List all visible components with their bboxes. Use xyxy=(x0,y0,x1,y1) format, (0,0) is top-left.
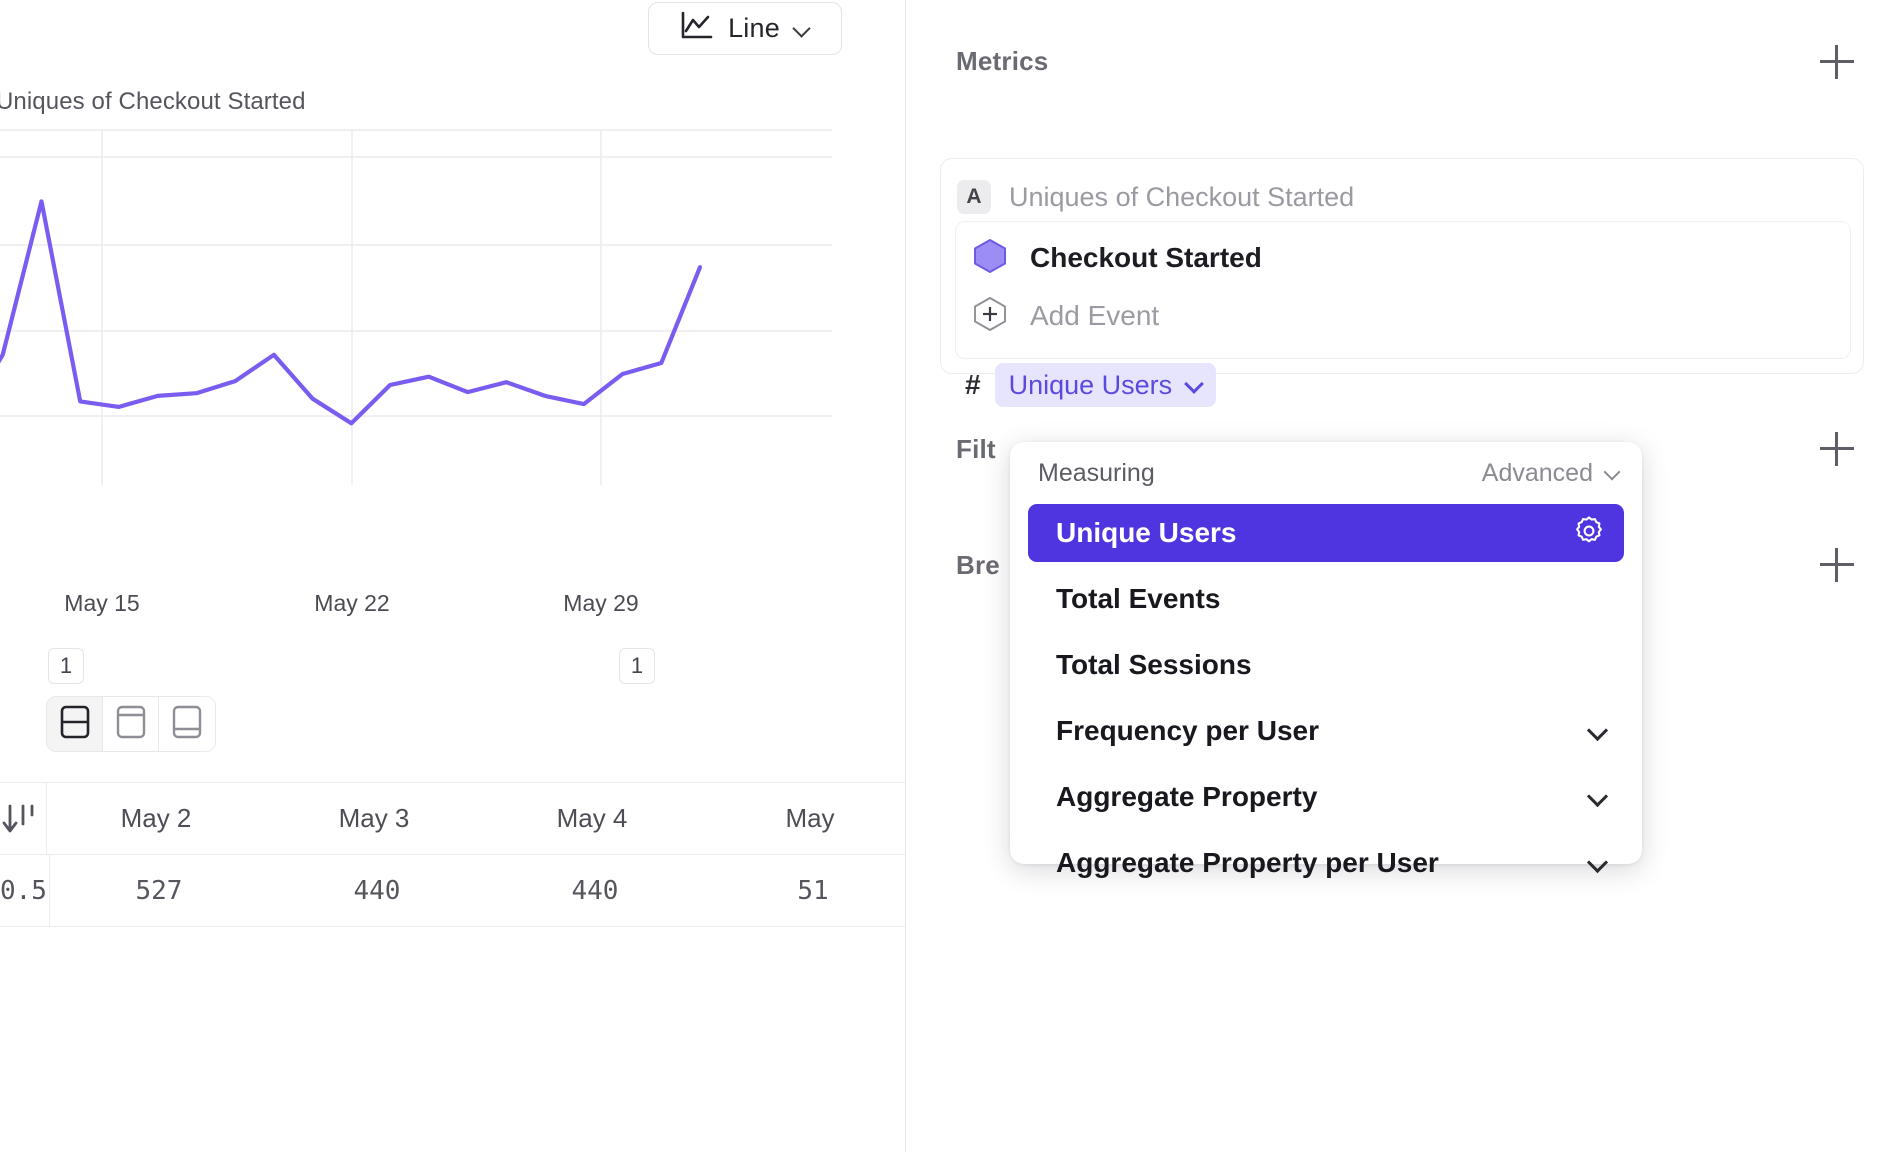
hash-icon: # xyxy=(965,369,981,400)
add-event-button[interactable]: Add Event xyxy=(972,288,1159,344)
metric-name-input[interactable]: Uniques of Checkout Started xyxy=(1009,181,1355,212)
table-cell: 440 xyxy=(353,875,401,906)
menu-item-label: Total Sessions xyxy=(1056,649,1252,680)
dropdown-header: Measuring Advanced xyxy=(1010,442,1642,504)
menu-item-unique-users[interactable]: Unique Users xyxy=(1028,504,1624,562)
advanced-toggle[interactable]: Advanced xyxy=(1482,459,1620,488)
x-axis-tick-label: May 29 xyxy=(563,590,639,616)
add-metric-button[interactable] xyxy=(1820,45,1854,79)
chart-pane: Line Uniques of Checkout Started May 15 … xyxy=(0,0,906,1152)
dropdown-title: Measuring xyxy=(1038,458,1155,487)
layout-toggle-group[interactable] xyxy=(46,696,216,752)
table-cell: 440 xyxy=(571,875,619,906)
menu-item-frequency-per-user[interactable]: Frequency per User xyxy=(1028,702,1624,760)
chevron-down-icon[interactable] xyxy=(1589,723,1606,740)
measure-dropdown-trigger[interactable]: Unique Users xyxy=(994,363,1217,407)
chevron-down-icon xyxy=(794,21,810,37)
chevron-down-icon xyxy=(1186,377,1202,393)
table-cell: 51 xyxy=(797,875,829,906)
chart-type-selector[interactable]: Line xyxy=(648,2,842,55)
event-list: Checkout Started Add Event xyxy=(955,221,1851,359)
menu-item-label: Unique Users xyxy=(1056,517,1237,548)
event-label: Checkout Started xyxy=(1030,242,1262,273)
chevron-down-icon[interactable] xyxy=(1589,789,1606,806)
chart-top-icon xyxy=(116,705,146,744)
chevron-down-icon xyxy=(1605,466,1620,481)
menu-item-label: Frequency per User xyxy=(1056,715,1319,746)
chart-type-label: Line xyxy=(728,13,780,43)
menu-item-label: Total Events xyxy=(1056,583,1221,614)
measuring-dropdown-menu: Measuring Advanced Unique Users Total Ev… xyxy=(1010,442,1642,878)
table-column-header[interactable]: May 2 xyxy=(120,803,192,833)
add-event-label: Add Event xyxy=(1030,300,1160,331)
gear-icon[interactable] xyxy=(1572,514,1606,553)
measure-row: # Unique Users xyxy=(965,363,1217,407)
line-chart-icon xyxy=(680,11,714,46)
sort-descending-icon[interactable] xyxy=(0,783,47,854)
x-axis-tick-label: May 22 xyxy=(314,590,390,616)
table-bottom-icon xyxy=(172,705,202,744)
layout-chart-top-button[interactable] xyxy=(103,697,159,751)
chevron-down-icon[interactable] xyxy=(1589,855,1606,872)
axis-range-badge-start[interactable]: 1 xyxy=(48,648,84,684)
layout-split-horizontal-button[interactable] xyxy=(47,697,103,751)
metric-name-row[interactable]: A Uniques of Checkout Started xyxy=(957,171,1354,223)
metric-card: A Uniques of Checkout Started Checkout S… xyxy=(940,158,1864,407)
table-column-header[interactable]: May 3 xyxy=(338,803,410,833)
menu-item-label: Aggregate Property per User xyxy=(1056,847,1439,878)
menu-item-aggregate-property-per-user[interactable]: Aggregate Property per User xyxy=(1028,834,1624,892)
event-hexagon-icon xyxy=(972,237,1008,280)
split-horizontal-icon xyxy=(60,705,90,744)
add-breakdown-button[interactable] xyxy=(1820,548,1854,582)
x-axis-tick-label: May 15 xyxy=(64,590,140,616)
table-cell: 527 xyxy=(135,875,183,906)
axis-range-badge-end[interactable]: 1 xyxy=(619,648,655,684)
add-filter-button[interactable] xyxy=(1820,432,1854,466)
add-hexagon-icon xyxy=(972,295,1008,338)
menu-item-total-events[interactable]: Total Events xyxy=(1028,570,1624,628)
filters-section-title: Filt xyxy=(956,434,996,464)
menu-item-label: Aggregate Property xyxy=(1056,781,1318,812)
table-header-row: May 2 May 3 May 4 May xyxy=(0,782,906,855)
table-cell-total: 0.5 xyxy=(0,855,50,926)
advanced-label: Advanced xyxy=(1481,458,1593,487)
menu-item-total-sessions[interactable]: Total Sessions xyxy=(1028,636,1624,694)
metrics-section-title: Metrics xyxy=(956,46,1049,76)
breakdown-section-title: Bre xyxy=(956,550,1000,580)
table-column-header[interactable]: May 4 xyxy=(556,803,628,833)
table-column-header[interactable]: May xyxy=(785,803,835,833)
measure-label: Unique Users xyxy=(1008,369,1173,400)
layout-table-bottom-button[interactable] xyxy=(159,697,215,751)
menu-item-aggregate-property[interactable]: Aggregate Property xyxy=(1028,768,1624,826)
data-table: May 2 May 3 May 4 May 0.5 527 440 440 51 xyxy=(0,782,906,927)
event-item-checkout-started[interactable]: Checkout Started xyxy=(972,230,1262,286)
metric-letter-badge: A xyxy=(957,180,991,214)
chart-title: Uniques of Checkout Started xyxy=(0,88,306,115)
table-row[interactable]: 0.5 527 440 440 51 xyxy=(0,855,906,927)
line-chart[interactable] xyxy=(0,125,832,485)
